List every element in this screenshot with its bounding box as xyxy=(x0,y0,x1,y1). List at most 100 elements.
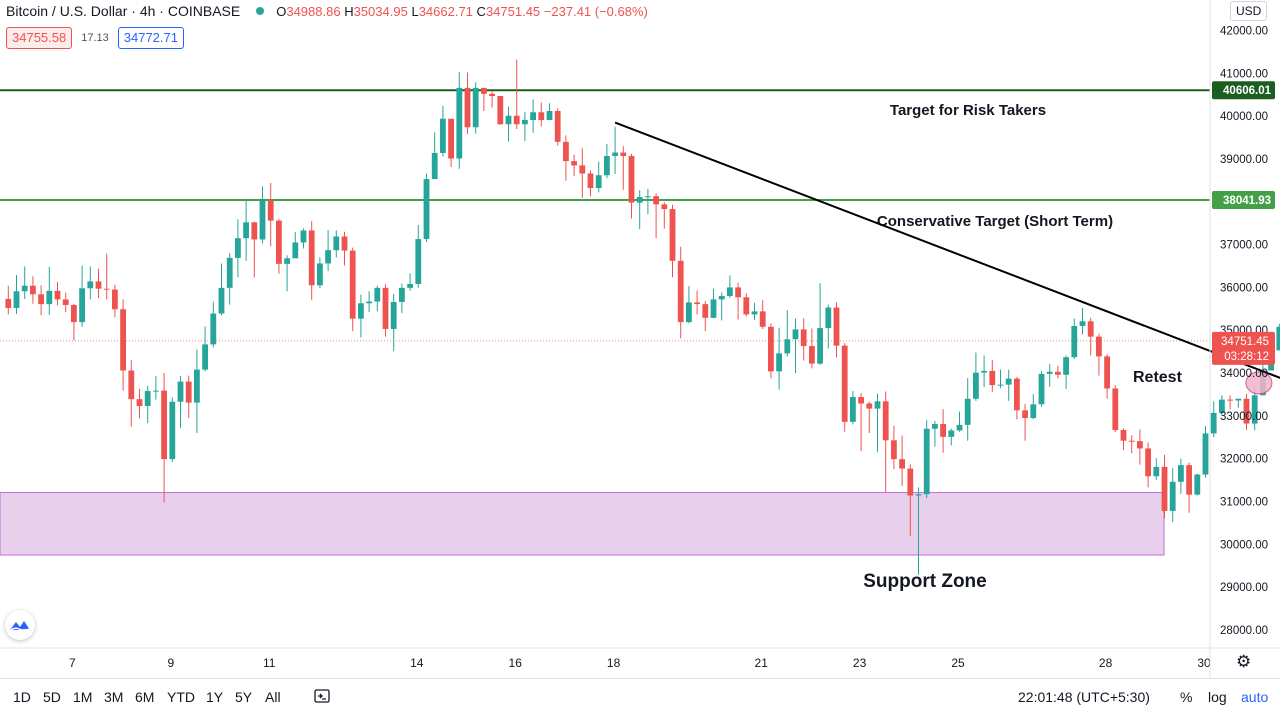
candle-body[interactable] xyxy=(440,118,446,153)
candle-body[interactable] xyxy=(989,370,996,386)
candle-body[interactable] xyxy=(407,283,413,288)
log-scale-toggle[interactable]: log xyxy=(1208,689,1227,705)
candle-body[interactable] xyxy=(30,285,36,295)
candle-body[interactable] xyxy=(128,370,135,400)
candle-body[interactable] xyxy=(1022,410,1028,419)
candle-body[interactable] xyxy=(489,93,495,97)
candle-body[interactable] xyxy=(1071,325,1078,358)
candle-body[interactable] xyxy=(710,299,717,318)
candle-body[interactable] xyxy=(702,304,709,318)
candle-body[interactable] xyxy=(997,384,1004,386)
candle-body[interactable] xyxy=(144,391,151,407)
candle-body[interactable] xyxy=(768,326,774,372)
candle-body[interactable] xyxy=(1005,378,1012,385)
candle-body[interactable] xyxy=(833,307,840,346)
candle-body[interactable] xyxy=(431,152,438,180)
candle-body[interactable] xyxy=(940,424,946,437)
candlestick-chart[interactable]: Support Zone Target for Risk Takers Conse… xyxy=(0,0,1280,678)
candle-body[interactable] xyxy=(5,298,12,308)
candle-body[interactable] xyxy=(185,381,192,403)
candle-body[interactable] xyxy=(374,287,381,302)
candle-body[interactable] xyxy=(464,87,471,128)
candle-body[interactable] xyxy=(46,290,53,305)
candle-body[interactable] xyxy=(1030,404,1037,419)
candle-body[interactable] xyxy=(595,175,602,189)
candle-body[interactable] xyxy=(1243,398,1250,424)
candle-body[interactable] xyxy=(899,459,905,469)
candle-body[interactable] xyxy=(325,250,331,264)
candle-body[interactable] xyxy=(751,311,758,315)
candle-body[interactable] xyxy=(817,328,823,364)
candle-body[interactable] xyxy=(604,155,610,176)
candle-body[interactable] xyxy=(13,291,20,308)
candle-body[interactable] xyxy=(136,399,143,407)
candle-body[interactable] xyxy=(243,222,249,239)
candle-body[interactable] xyxy=(1112,388,1119,431)
candle-body[interactable] xyxy=(530,112,536,120)
range-6m-button[interactable]: 6M xyxy=(135,689,155,705)
candle-body[interactable] xyxy=(472,87,479,128)
candle-body[interactable] xyxy=(423,179,430,240)
candle-body[interactable] xyxy=(850,397,856,422)
candle-body[interactable] xyxy=(112,289,118,310)
candle-body[interactable] xyxy=(399,287,405,302)
candle-body[interactable] xyxy=(1096,336,1102,357)
candle-body[interactable] xyxy=(571,161,577,166)
candle-body[interactable] xyxy=(866,403,873,409)
support-zone[interactable] xyxy=(0,492,1165,556)
candle-body[interactable] xyxy=(563,141,569,162)
candle-body[interactable] xyxy=(1219,399,1225,413)
candle-body[interactable] xyxy=(1079,321,1086,326)
candle-body[interactable] xyxy=(612,152,618,156)
candle-body[interactable] xyxy=(1055,371,1061,375)
market-status-icon[interactable] xyxy=(256,7,265,15)
clock-timezone[interactable]: 22:01:48 (UTC+5:30) xyxy=(1018,689,1150,705)
candle-body[interactable] xyxy=(718,295,725,300)
candle-body[interactable] xyxy=(349,250,356,319)
candle-body[interactable] xyxy=(218,287,225,314)
candle-body[interactable] xyxy=(522,119,528,125)
candle-body[interactable] xyxy=(587,173,594,189)
candle-body[interactable] xyxy=(792,329,799,340)
candle-body[interactable] xyxy=(481,87,487,94)
candle-body[interactable] xyxy=(981,370,987,373)
candle-body[interactable] xyxy=(1251,395,1258,424)
candle-body[interactable] xyxy=(251,222,258,240)
candle-body[interactable] xyxy=(54,290,61,300)
candle-body[interactable] xyxy=(1210,412,1217,434)
candle-body[interactable] xyxy=(874,401,881,409)
candle-body[interactable] xyxy=(103,288,110,290)
candle-body[interactable] xyxy=(1038,373,1045,405)
candle-body[interactable] xyxy=(226,257,233,288)
candle-body[interactable] xyxy=(95,281,102,289)
candle-body[interactable] xyxy=(538,112,545,120)
candle-body[interactable] xyxy=(932,424,938,429)
date-range-compare-icon[interactable] xyxy=(313,687,331,705)
candle-body[interactable] xyxy=(907,468,914,496)
candle-body[interactable] xyxy=(87,281,94,289)
candle-body[interactable] xyxy=(194,369,200,403)
candle-body[interactable] xyxy=(1194,474,1201,495)
candle-body[interactable] xyxy=(973,372,979,399)
candle-body[interactable] xyxy=(1169,481,1176,511)
candle-body[interactable] xyxy=(579,165,586,174)
candle-body[interactable] xyxy=(267,200,274,221)
candle-body[interactable] xyxy=(505,115,512,125)
candle-body[interactable] xyxy=(1014,378,1020,411)
candle-body[interactable] xyxy=(882,401,889,441)
range-1d-button[interactable]: 1D xyxy=(13,689,31,705)
candle-body[interactable] xyxy=(71,304,77,323)
candle-body[interactable] xyxy=(202,344,208,370)
range-ytd-button[interactable]: YTD xyxy=(167,689,195,705)
candle-body[interactable] xyxy=(1128,440,1135,442)
candle-body[interactable] xyxy=(38,294,44,305)
retest-marker[interactable] xyxy=(1245,371,1273,395)
candle-body[interactable] xyxy=(513,115,520,125)
range-5d-button[interactable]: 5D xyxy=(43,689,61,705)
range-1y-button[interactable]: 1Y xyxy=(206,689,224,705)
candle-body[interactable] xyxy=(292,242,299,259)
sell-button[interactable]: 34755.58 xyxy=(6,27,73,49)
candle-body[interactable] xyxy=(825,307,832,329)
candle-body[interactable] xyxy=(120,309,126,371)
candle-body[interactable] xyxy=(669,209,676,261)
